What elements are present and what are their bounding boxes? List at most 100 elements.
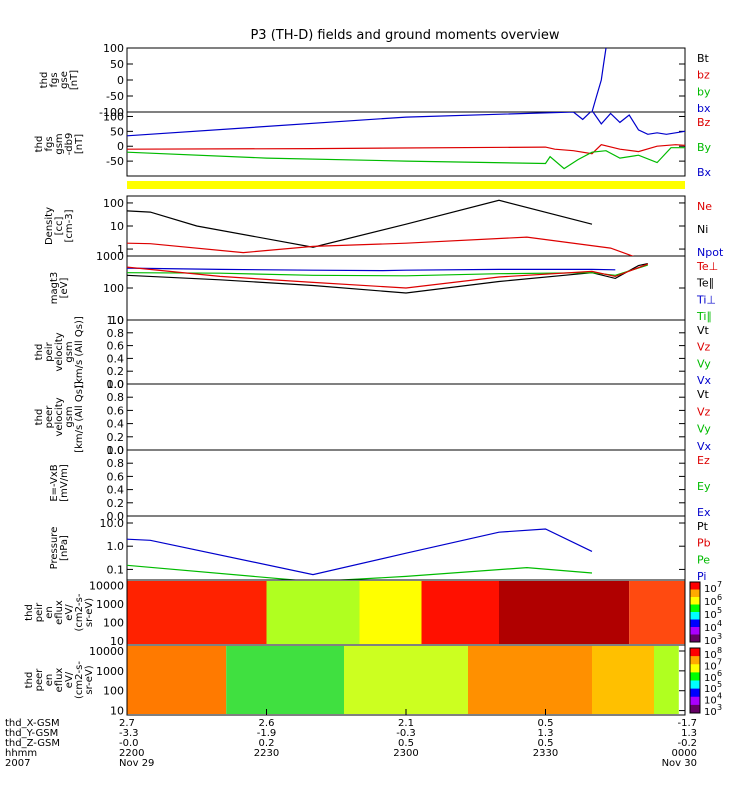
y-tick-label: 10.0 <box>100 517 125 530</box>
spectrogram-block <box>468 646 592 714</box>
y-axis-label: en <box>44 674 55 687</box>
y-axis-label: [nPa] <box>59 535 70 561</box>
legend-entry: Bt <box>697 52 710 65</box>
y-tick-label: 0.0 <box>107 510 125 523</box>
x-column-value: 0000 <box>672 748 697 759</box>
y-tick-label: 0.4 <box>107 484 125 497</box>
y-axis-label: thd <box>24 672 35 689</box>
y-tick-label: 1.0 <box>107 540 125 553</box>
page-title: P3 (TH-D) fields and ground moments over… <box>250 28 560 43</box>
colorbar-label: 10 <box>704 610 717 621</box>
x-column-value: 1.3 <box>681 728 697 739</box>
legend-entry: Ni <box>697 223 708 236</box>
colorbar-segment <box>690 612 700 620</box>
y-tick-label: 50 <box>110 125 124 138</box>
spectrogram-peer-spec <box>126 644 686 716</box>
y-tick-label: -100 <box>99 106 124 119</box>
y-axis-label: magt3 <box>49 272 60 305</box>
y-tick-label: 0.6 <box>107 404 125 417</box>
x-column-value: 2200 <box>119 748 144 759</box>
legend-entry: Pt <box>697 520 709 533</box>
legend-entry: Vy <box>697 423 711 436</box>
y-tick-label: 0.8 <box>107 457 125 470</box>
colorbar-segment <box>690 634 700 643</box>
y-tick-label: 0.1 <box>107 563 125 576</box>
legend-entry: Ti∥ <box>696 310 712 323</box>
x-column-value: -1.7 <box>677 718 697 729</box>
y-tick-label: 1000 <box>96 250 124 263</box>
x-column-value: 2330 <box>533 748 558 759</box>
legend-entry: Vt <box>697 388 710 401</box>
x-column-value: -1.9 <box>257 728 277 739</box>
colorbar-segment <box>690 627 700 635</box>
series-temperature-Te⊥ <box>127 263 649 289</box>
y-axis-label: velocity <box>54 332 65 371</box>
y-tick-label: 1.0 <box>107 314 125 327</box>
colorbar-segment <box>690 696 700 706</box>
colorbar-label: 10 <box>704 707 717 718</box>
colorbar-label: 10 <box>704 661 717 672</box>
legend-entry: by <box>697 85 711 98</box>
y-tick-label: 100 <box>103 282 124 295</box>
x-column-value: -0.2 <box>677 738 697 749</box>
y-axis-label: eV/ <box>64 604 75 621</box>
series-temperature-Ti∥ <box>127 264 648 277</box>
legend-entry: Ti⊥ <box>696 293 716 306</box>
spectrogram-block <box>592 646 654 714</box>
colorbar-exponent: 3 <box>717 703 722 712</box>
y-tick-label: 0.0 <box>107 444 125 457</box>
x-column-value: 1.3 <box>538 728 554 739</box>
y-axis-label: [cm-3] <box>64 209 75 242</box>
spectrogram-block <box>266 581 360 644</box>
series-density-Ni <box>127 199 593 248</box>
series-fgs-gsm-Bx <box>127 112 685 137</box>
legend-entry: By <box>697 141 712 154</box>
x-column-value: 0.2 <box>259 738 275 749</box>
legend-entry: Ex <box>697 506 711 519</box>
y-tick-label: 0 <box>117 140 124 153</box>
legend-entry: Vx <box>697 374 712 387</box>
x-row-label: 2007 <box>5 758 30 769</box>
y-axis-label: gse <box>59 71 70 89</box>
y-tick-label: -50 <box>106 155 124 168</box>
y-tick-label: 1000 <box>96 598 124 611</box>
y-tick-label: 1.0 <box>107 378 125 391</box>
series-pressure-Pe <box>127 564 593 580</box>
colorbar-label: 10 <box>704 584 717 595</box>
y-axis-label: peir <box>34 602 45 622</box>
panel-density: 100 10 1 Density [cc] [cm-3] Ne Ni Npot <box>44 195 724 259</box>
legend-entry: Ez <box>697 454 710 467</box>
x-row-label: thd_Z-GSM <box>5 738 60 749</box>
y-tick-label: 0.2 <box>107 365 125 378</box>
colorbar-label: 10 <box>704 696 717 707</box>
y-tick-label: 10 <box>110 635 124 648</box>
x-column-value: -3.3 <box>119 728 139 739</box>
colorbar-label: 10 <box>704 623 717 634</box>
legend-entry: Vt <box>697 324 710 337</box>
y-tick-label: 10000 <box>89 645 124 658</box>
legend-entry: Vy <box>697 357 711 370</box>
legend-entry: Vz <box>697 405 711 418</box>
y-axis-label: -db9 <box>64 133 75 156</box>
series-fgs-gse-bx <box>591 48 607 112</box>
legend-entry: Te⊥ <box>696 260 718 273</box>
y-axis-label: fgs <box>49 72 60 87</box>
colorbar-label: 10 <box>704 673 717 684</box>
panel-frame <box>126 449 686 517</box>
spectrograms <box>126 579 686 716</box>
y-tick-label: 50 <box>110 58 124 71</box>
colorbar-exponent: 5 <box>717 680 722 689</box>
series-temperature-Te∥ <box>127 263 648 294</box>
spectrogram-block <box>654 646 679 714</box>
y-axis-label: velocity <box>54 397 65 436</box>
y-tick-label: 0.0 <box>107 378 125 391</box>
x-column-value: -0.0 <box>119 738 139 749</box>
y-tick-label: 10000 <box>89 580 124 593</box>
x-row-label: thd_Y-GSM <box>5 728 58 739</box>
y-axis-label: thd <box>34 136 45 153</box>
legend-entry: Npot <box>697 246 724 259</box>
colorbar-exponent: 3 <box>717 632 722 641</box>
colorbar-label: 10 <box>704 597 717 608</box>
